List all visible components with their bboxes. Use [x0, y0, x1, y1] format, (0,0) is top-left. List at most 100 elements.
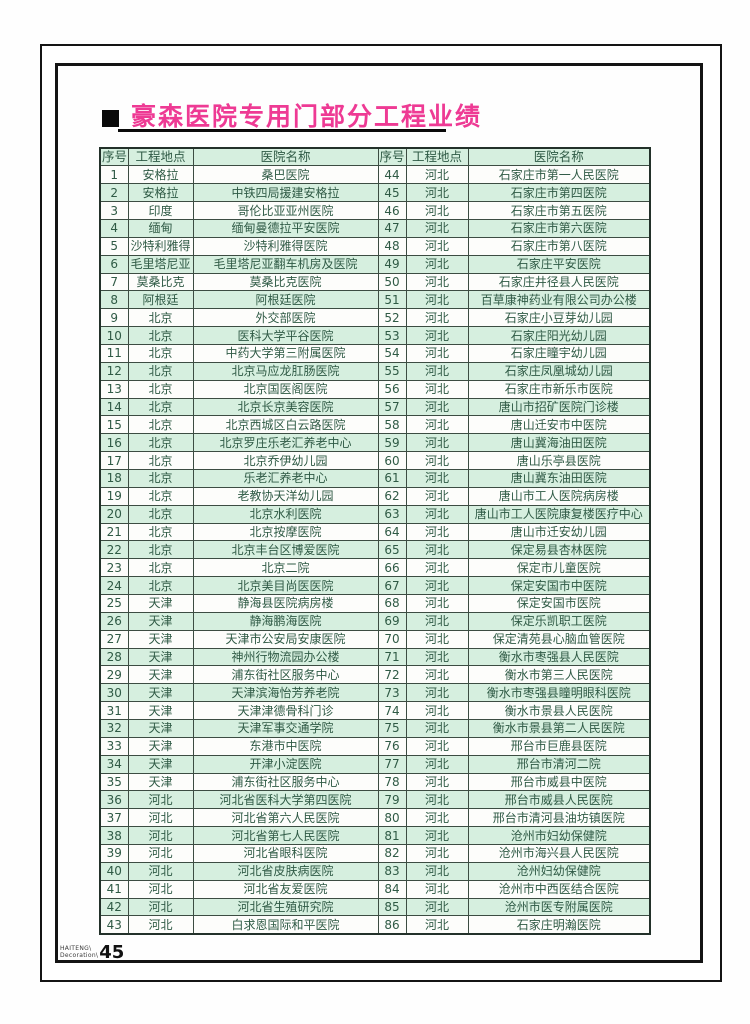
location-right: 河北: [405, 754, 469, 774]
location-right: 河北: [405, 468, 469, 488]
page-title-block: 豪森医院专用门部分工程业绩: [102, 104, 482, 129]
row-no-right: 46: [377, 201, 407, 220]
projects-table: 序号 工程地点 医院名称 序号 工程地点 医院名称 1 安格拉 桑巴医院 44 河北 石家…: [99, 147, 651, 935]
location-left: 河北: [127, 844, 194, 863]
table-row: 17 北京 北京乔伊幼儿园 60 河北 唐山乐亭县医院: [99, 451, 651, 470]
title-bullet-square-icon: [102, 110, 119, 127]
hospital-left: 天津市公安局安康医院: [192, 629, 379, 649]
row-no-left: 22: [99, 540, 129, 560]
row-no-left: 35: [99, 772, 129, 792]
location-left: 北京: [127, 343, 194, 363]
row-no-right: 55: [377, 361, 407, 381]
table-row: 23 北京 北京二院 66 河北 保定市儿童医院: [99, 558, 651, 578]
location-right: 河北: [405, 915, 469, 935]
table-row: 9 北京 外交部医院 52 河北 石家庄小豆芽幼儿园: [99, 308, 651, 328]
location-right: 河北: [405, 361, 469, 381]
location-right: 河北: [405, 719, 469, 738]
location-right: 河北: [405, 611, 469, 631]
table-row: 11 北京 中药大学第三附属医院 54 河北 石家庄瞳宇幼儿园: [99, 343, 651, 363]
location-right: 河北: [405, 254, 469, 274]
hospital-right: 邢台市清河二院: [467, 754, 651, 774]
location-right: 河北: [405, 201, 469, 220]
hospital-left: 河北省第六人民医院: [192, 808, 379, 828]
location-left: 缅甸: [127, 218, 194, 238]
row-no-left: 4: [99, 218, 129, 238]
location-right: 河北: [405, 808, 469, 828]
row-no-right: 82: [377, 844, 407, 863]
location-right: 河北: [405, 290, 469, 310]
row-no-left: 11: [99, 343, 129, 363]
location-right: 河北: [405, 183, 469, 203]
hospital-right: 衡水市枣强县人民医院: [467, 647, 651, 667]
location-left: 北京: [127, 504, 194, 524]
hospital-left: 桑巴医院: [192, 165, 379, 185]
hospital-right: 百草康神药业有限公司办公楼: [467, 290, 651, 310]
row-no-right: 56: [377, 379, 407, 399]
location-left: 天津: [127, 701, 194, 720]
hospital-right: 衡水市枣强县瞳明眼科医院: [467, 683, 651, 703]
hospital-right: 唐山冀东油田医院: [467, 468, 651, 488]
location-left: 安格拉: [127, 165, 194, 185]
hospital-right: 石家庄市第八医院: [467, 236, 651, 256]
brand-line-top: HAITENG\: [60, 944, 92, 952]
row-no-right: 73: [377, 683, 407, 703]
hospital-left: 北京乔伊幼儿园: [192, 451, 379, 470]
location-left: 北京: [127, 486, 194, 506]
hospital-left: 中药大学第三附属医院: [192, 343, 379, 363]
hospital-right: 石家庄市第一人民医院: [467, 165, 651, 185]
table-row: 39 河北 河北省眼科医院 82 河北 沧州市海兴县人民医院: [99, 844, 651, 863]
inner-border-frame: 豪森医院专用门部分工程业绩 序号 工程地点 医院名称 序号 工程地点 医院名称: [55, 63, 703, 963]
row-no-right: 72: [377, 665, 407, 685]
row-no-left: 21: [99, 522, 129, 542]
table-row: 20 北京 北京水利医院 63 河北 唐山市工人医院康复楼医疗中心: [99, 504, 651, 524]
hospital-left: 天津津德骨科门诊: [192, 701, 379, 720]
table-row: 7 莫桑比克 莫桑比克医院 50 河北 石家庄井径县人民医院: [99, 272, 651, 292]
hospital-right: 石家庄平安医院: [467, 254, 651, 274]
table-row: 8 阿根廷 阿根廷医院 51 河北 百草康神药业有限公司办公楼: [99, 290, 651, 310]
hospital-right: 邢台市巨鹿县医院: [467, 736, 651, 756]
location-left: 印度: [127, 201, 194, 220]
header-no-left: 序号: [99, 147, 129, 167]
row-no-left: 14: [99, 397, 129, 417]
page-footer: HAITENG\ Decoration\ 45: [60, 942, 124, 963]
hospital-right: 邢台市威县人民医院: [467, 790, 651, 810]
table-row: 1 安格拉 桑巴医院 44 河北 石家庄市第一人民医院: [99, 165, 651, 185]
location-right: 河北: [405, 308, 469, 328]
location-left: 河北: [127, 897, 194, 917]
table-row: 38 河北 河北省第七人民医院 81 河北 沧州市妇幼保健院: [99, 826, 651, 846]
hospital-left: 东港市中医院: [192, 736, 379, 756]
location-left: 天津: [127, 611, 194, 631]
row-no-left: 15: [99, 415, 129, 435]
row-no-left: 25: [99, 593, 129, 613]
row-no-right: 77: [377, 754, 407, 774]
table-row: 10 北京 医科大学平谷医院 53 河北 石家庄阳光幼儿园: [99, 326, 651, 345]
hospital-left: 北京美目尚医医院: [192, 576, 379, 595]
row-no-left: 2: [99, 183, 129, 203]
location-right: 河北: [405, 326, 469, 345]
header-location-left: 工程地点: [127, 147, 194, 167]
hospital-right: 石家庄市新乐市医院: [467, 379, 651, 399]
row-no-right: 66: [377, 558, 407, 578]
table-row: 35 天津 浦东街社区服务中心 78 河北 邢台市威县中医院: [99, 772, 651, 792]
location-right: 河北: [405, 593, 469, 613]
hospital-left: 河北省生殖研究院: [192, 897, 379, 917]
location-right: 河北: [405, 397, 469, 417]
row-no-right: 50: [377, 272, 407, 292]
row-no-left: 7: [99, 272, 129, 292]
location-right: 河北: [405, 165, 469, 185]
hospital-right: 保定市儿童医院: [467, 558, 651, 578]
location-left: 河北: [127, 861, 194, 881]
table-row: 42 河北 河北省生殖研究院 85 河北 沧州市医专附属医院: [99, 897, 651, 917]
location-right: 河北: [405, 629, 469, 649]
header-hospital-left: 医院名称: [192, 147, 379, 167]
row-no-left: 6: [99, 254, 129, 274]
hospital-left: 天津军事交通学院: [192, 719, 379, 738]
table-row: 4 缅甸 缅甸曼德拉平安医院 47 河北 石家庄市第六医院: [99, 218, 651, 238]
location-left: 天津: [127, 683, 194, 703]
hospital-left: 开津小淀医院: [192, 754, 379, 774]
hospital-right: 唐山迁安市中医院: [467, 415, 651, 435]
row-no-left: 1: [99, 165, 129, 185]
location-left: 天津: [127, 665, 194, 685]
hospital-left: 北京二院: [192, 558, 379, 578]
row-no-left: 18: [99, 468, 129, 488]
